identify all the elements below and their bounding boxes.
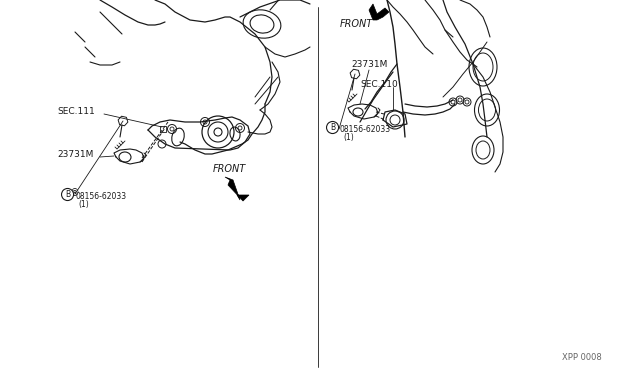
Text: 08156-62033: 08156-62033 [75, 192, 126, 201]
Polygon shape [225, 177, 249, 201]
Text: ®: ® [70, 188, 80, 198]
Text: SEC.110: SEC.110 [360, 80, 397, 89]
Text: 23731M: 23731M [57, 150, 93, 159]
Text: XPP 0008: XPP 0008 [562, 353, 602, 362]
Polygon shape [369, 4, 389, 20]
Text: 08156-62033: 08156-62033 [340, 125, 391, 134]
Text: (1): (1) [343, 133, 354, 142]
Bar [160, 126, 166, 132]
Text: B: B [330, 123, 335, 132]
Text: FRONT: FRONT [340, 19, 373, 29]
Text: FRONT: FRONT [213, 164, 246, 174]
Text: B: B [65, 190, 70, 199]
Text: 23731M: 23731M [351, 60, 387, 69]
Text: SEC.111: SEC.111 [57, 107, 95, 116]
Text: (1): (1) [78, 200, 89, 209]
